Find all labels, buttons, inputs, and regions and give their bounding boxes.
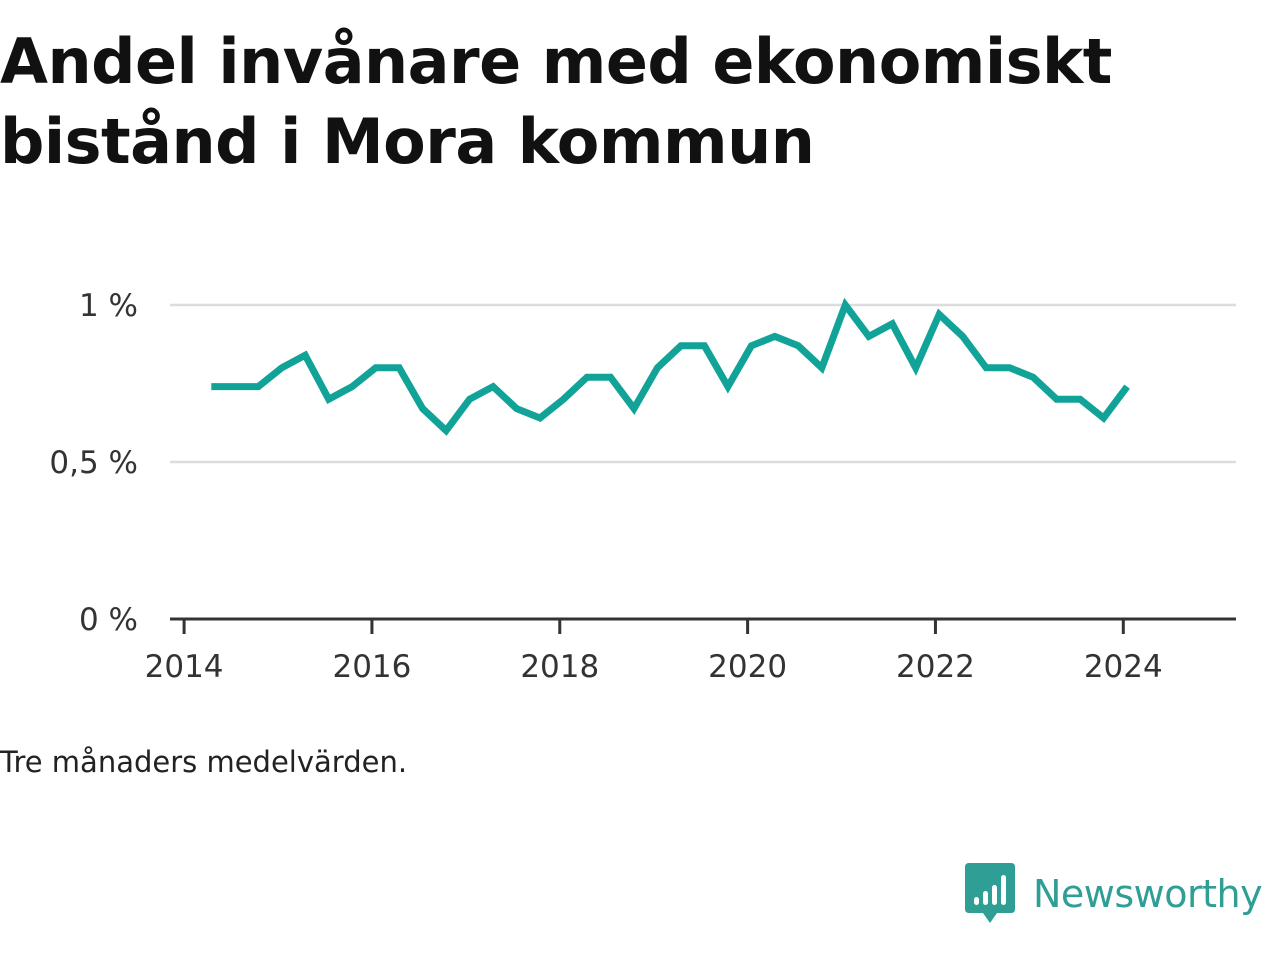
gridlines bbox=[170, 303, 1236, 464]
x-tick-label: 2020 bbox=[708, 649, 787, 685]
y-tick-label: 0 % bbox=[79, 602, 138, 638]
y-tick-label: 1 % bbox=[79, 288, 138, 324]
series-layer bbox=[211, 297, 1130, 436]
x-tick-label: 2022 bbox=[896, 649, 975, 685]
newsworthy-logo: Newsworthy bbox=[965, 862, 1263, 926]
x-tick-label: 2016 bbox=[332, 649, 411, 685]
x-tick-label: 2018 bbox=[520, 649, 599, 685]
chart-note: Tre månaders medelvärden. bbox=[0, 745, 408, 779]
brand-name: Newsworthy bbox=[1033, 872, 1263, 916]
line-chart: 0 % 0,5 % 1 % 2014 2016 2018 2020 2022 2024 bbox=[49, 288, 1236, 685]
x-tick-label: 2014 bbox=[145, 649, 224, 685]
bar-chart-speech-bubble-icon bbox=[965, 863, 1015, 923]
chart-title: Andel invånare med ekonomiskt bistånd i … bbox=[0, 25, 1112, 178]
y-axis-labels: 0 % 0,5 % 1 % bbox=[49, 288, 138, 638]
x-axis-labels: 2014 2016 2018 2020 2022 2024 bbox=[145, 649, 1163, 685]
series-line bbox=[211, 297, 1130, 436]
x-axis bbox=[170, 617, 1236, 634]
y-tick-label: 0,5 % bbox=[49, 445, 138, 481]
x-tick-label: 2024 bbox=[1084, 649, 1163, 685]
